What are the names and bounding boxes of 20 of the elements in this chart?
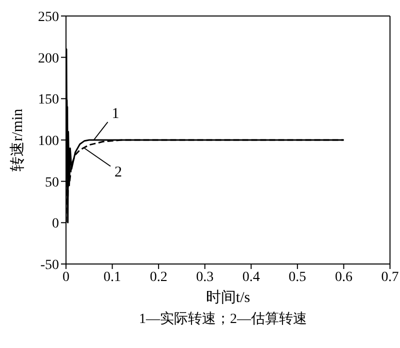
y-tick-label: 200 xyxy=(38,51,59,66)
x-axis-title: 时间t/s xyxy=(206,289,250,306)
y-tick-label: 50 xyxy=(45,175,59,190)
y-tick-label: 100 xyxy=(38,134,59,149)
text: 1—实际转速；2—估算转速 xyxy=(138,310,308,328)
y-tick-label: 250 xyxy=(38,10,59,25)
y-tick-label: -50 xyxy=(40,258,59,273)
x-tick-label: 0.1 xyxy=(104,270,122,285)
x-tick-label: 0.4 xyxy=(242,270,260,285)
annotation: 1 xyxy=(112,106,120,122)
y-axis-title: 转速r/min xyxy=(9,108,26,172)
y-tick-label: 0 xyxy=(52,216,59,232)
y-tick-label: 150 xyxy=(38,92,59,108)
x-tick-label: 0.7 xyxy=(381,270,399,285)
x-tick-label: 0.3 xyxy=(196,270,214,285)
x-tick-label: 0.6 xyxy=(334,270,352,285)
annotation: 2 xyxy=(114,164,122,180)
x-tick-label: 0.2 xyxy=(150,270,168,285)
x-tick-label: 0 xyxy=(62,270,70,285)
x-tick-label: 0.5 xyxy=(288,270,306,285)
